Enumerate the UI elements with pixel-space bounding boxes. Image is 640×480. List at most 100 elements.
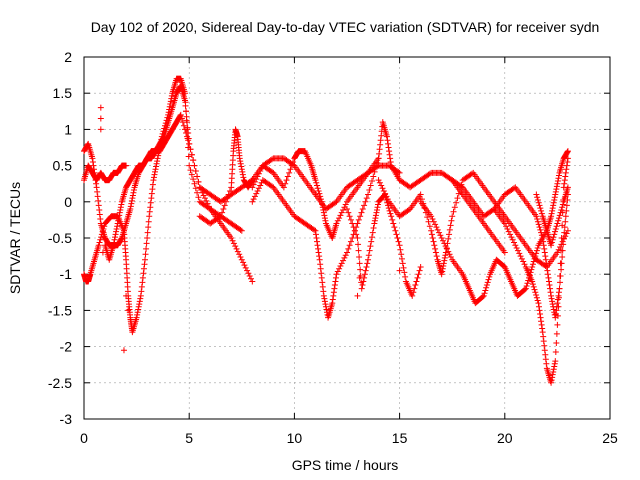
data-point — [137, 295, 144, 302]
data-point — [387, 158, 394, 165]
data-point — [320, 209, 327, 216]
series-track5 — [196, 126, 403, 227]
data-point — [332, 278, 339, 285]
data-point — [162, 120, 169, 127]
data-point — [194, 189, 201, 196]
data-point — [190, 176, 197, 183]
data-point — [518, 255, 525, 262]
data-point — [316, 256, 323, 263]
data-point — [149, 181, 156, 188]
data-point — [438, 271, 445, 278]
data-point — [558, 235, 565, 241]
data-point — [355, 216, 362, 223]
data-point — [223, 198, 230, 205]
data-point — [144, 229, 151, 236]
data-point — [333, 220, 340, 227]
data-point — [253, 190, 260, 197]
data-point — [336, 215, 343, 222]
data-point — [147, 204, 154, 211]
data-point — [250, 196, 257, 203]
data-point — [392, 227, 399, 234]
data-point — [429, 215, 436, 222]
data-point — [396, 267, 403, 274]
data-point — [545, 274, 552, 281]
data-point — [185, 153, 192, 160]
data-point — [353, 231, 360, 238]
data-point — [137, 292, 144, 299]
data-point — [441, 240, 448, 247]
data-point — [128, 197, 135, 204]
data-point — [196, 184, 203, 191]
grid-lines — [84, 57, 610, 419]
data-point — [167, 101, 174, 108]
data-point — [372, 215, 379, 222]
data-point — [257, 182, 264, 189]
data-point — [317, 196, 324, 203]
data-point — [140, 265, 147, 272]
data-point — [336, 265, 343, 272]
data-point — [321, 215, 328, 222]
data-point — [508, 234, 515, 241]
data-point — [320, 292, 327, 299]
data-point — [555, 172, 562, 179]
data-point — [238, 227, 245, 234]
data-point — [547, 289, 554, 296]
data-point — [458, 183, 465, 190]
data-point — [133, 314, 140, 321]
data-point — [145, 224, 152, 231]
data-point — [375, 177, 382, 184]
data-point — [254, 173, 261, 180]
data-point — [314, 238, 321, 245]
data-point — [533, 294, 540, 301]
data-point — [244, 267, 251, 274]
data-point — [555, 289, 562, 296]
data-point — [411, 285, 418, 292]
data-point — [538, 321, 545, 328]
data-point — [564, 149, 571, 156]
data-point — [442, 252, 449, 259]
data-point — [199, 189, 206, 196]
data-point — [188, 171, 195, 178]
data-point — [540, 242, 547, 249]
data-point — [388, 213, 395, 220]
data-point — [96, 239, 103, 246]
data-point — [385, 144, 392, 151]
data-point — [286, 169, 293, 176]
data-point — [537, 226, 544, 233]
data-point — [354, 292, 361, 299]
data-point — [118, 201, 125, 208]
data-point — [534, 196, 541, 203]
data-point — [92, 177, 99, 184]
data-point — [204, 200, 211, 207]
x-tick-labels: 0 5 10 15 20 25 — [80, 430, 618, 446]
data-point — [165, 111, 172, 118]
data-point — [112, 231, 119, 238]
data-point — [200, 192, 207, 199]
data-point — [320, 288, 327, 295]
data-point — [563, 166, 570, 173]
data-point — [549, 236, 556, 243]
data-point — [357, 266, 364, 273]
data-point — [374, 204, 381, 211]
data-point — [135, 303, 142, 310]
data-point — [317, 265, 324, 272]
data-point — [394, 235, 401, 241]
data-point — [99, 228, 106, 235]
data-point — [112, 234, 119, 241]
data-point — [183, 117, 190, 124]
data-point — [484, 279, 491, 286]
data-point — [549, 371, 556, 378]
data-point — [540, 238, 547, 245]
data-point — [195, 178, 202, 185]
data-point — [528, 266, 535, 273]
data-point — [89, 158, 96, 165]
data-point — [345, 209, 352, 216]
data-point — [219, 209, 226, 216]
data-point — [399, 260, 406, 267]
data-point — [168, 95, 175, 102]
data-point — [400, 264, 407, 271]
data-point — [318, 274, 325, 281]
y-tick-label: 1 — [64, 121, 72, 137]
data-point — [146, 213, 153, 220]
data-point — [195, 194, 202, 201]
